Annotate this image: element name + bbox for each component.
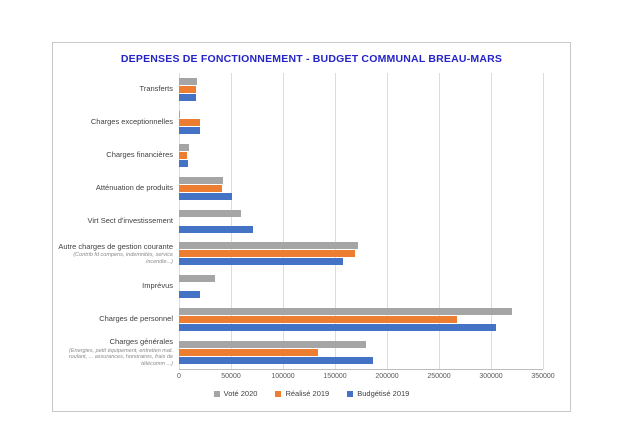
bar-budgetise-2019 (179, 291, 200, 299)
category-label: Charges générales (Energies, petit équipe… (53, 338, 179, 367)
legend-swatch-icon (347, 390, 354, 397)
chart-category-row: Charges exceptionnelles (53, 106, 543, 139)
category-bar-group (179, 308, 543, 332)
legend-swatch-icon (213, 390, 220, 397)
legend-label: Voté 2020 (223, 389, 258, 398)
category-label: Imprévus (53, 282, 179, 291)
chart-frame: DEPENSES DE FONCTIONNEMENT - BUDGET COMM… (52, 42, 571, 412)
bar-vote-2020 (179, 341, 367, 349)
bar-realise-2019 (179, 184, 222, 192)
chart-category-row: Transferts (53, 73, 543, 106)
bar-budgetise-2019 (179, 126, 200, 134)
category-bar-group (179, 275, 543, 299)
plot-area (179, 73, 544, 370)
category-label-text: Charges de personnel (99, 314, 173, 324)
x-tick-label: 100000 (271, 373, 295, 380)
bar-realise-2019 (179, 151, 188, 159)
x-axis: 0 50000 100000 150000 200000 250000 300000 3500… (177, 373, 555, 385)
bar-vote-2020 (179, 77, 198, 85)
gridline (491, 73, 492, 369)
bar-vote-2020 (179, 209, 242, 217)
category-label-text: Imprévus (142, 281, 173, 291)
bar-budgetise-2019 (179, 225, 253, 233)
bar-budgetise-2019 (179, 258, 344, 266)
category-bar-group (179, 77, 543, 101)
category-label-text: Charges générales (109, 337, 173, 347)
category-bar-group (179, 242, 543, 266)
x-tick-label: 150000 (323, 373, 347, 380)
category-label-text: Virt Sect d'investissement (87, 215, 174, 225)
bar-budgetise-2019 (179, 192, 233, 200)
category-sublabel-text: (Energies, petit équipement, entretien m… (68, 347, 173, 367)
gridline (179, 73, 180, 369)
bar-vote-2020 (179, 308, 512, 316)
legend-item-budgetise-2019: Budgétisé 2019 (347, 389, 409, 398)
legend-item-realise-2019: Réalisé 2019 (275, 389, 329, 398)
x-tick-label: 250000 (427, 373, 451, 380)
chart-category-row: Charges financières (53, 139, 543, 172)
x-tick-label: 50000 (221, 373, 241, 380)
legend-item-vote-2020: Voté 2020 (213, 389, 258, 398)
chart-category-row: Imprévus (53, 270, 543, 303)
bar-vote-2020 (179, 275, 216, 283)
chart-rows: Transferts Charges exceptionnelles Charges… (53, 73, 543, 369)
bar-realise-2019 (179, 85, 197, 93)
category-label: Atténuation de produits (53, 182, 179, 193)
x-tick-label: 300000 (479, 373, 503, 380)
bar-budgetise-2019 (179, 93, 197, 101)
bar-vote-2020 (179, 176, 223, 184)
chart-category-row: Autre charges de gestion courante (Contri… (53, 237, 543, 270)
gridline (335, 73, 336, 369)
category-bar-group (179, 176, 543, 200)
x-tick-label: 0 (177, 373, 181, 380)
bar-vote-2020 (179, 143, 189, 151)
category-sublabel-text: (Contrib fd compens, indemnités, service… (73, 252, 173, 265)
chart-category-row: Charges de personnel (53, 303, 543, 336)
chart-category-row: Charges générales (Energies, petit équipe… (53, 336, 543, 369)
category-label-text: Charges exceptionnelles (90, 117, 173, 127)
bar-realise-2019 (179, 250, 355, 258)
category-label: Autre charges de gestion courante (Contri… (53, 241, 179, 265)
bar-realise-2019 (179, 118, 200, 126)
category-label-text: Transferts (139, 84, 173, 94)
legend-swatch-icon (275, 390, 282, 397)
bar-realise-2019 (179, 316, 457, 324)
bar-budgetise-2019 (179, 159, 188, 167)
category-label: Charges de personnel (53, 315, 179, 324)
chart-legend: Voté 2020 Réalisé 2019 Budgétisé 2019 (53, 389, 570, 398)
bar-vote-2020 (179, 242, 358, 250)
category-bar-group (179, 143, 543, 167)
x-tick-label: 350000 (531, 373, 555, 380)
x-tick-label: 200000 (375, 373, 399, 380)
category-bar-group (179, 341, 543, 365)
gridline (387, 73, 388, 369)
legend-label: Réalisé 2019 (285, 389, 330, 398)
category-label: Charges financières (53, 149, 179, 160)
chart-category-row: Virt Sect d'investissement (53, 205, 543, 238)
bar-realise-2019 (179, 349, 319, 357)
gridline (543, 73, 544, 369)
category-bar-group (179, 110, 543, 134)
category-label-text: Autre charges de gestion courante (58, 241, 173, 251)
bar-budgetise-2019 (179, 324, 497, 332)
legend-label: Budgétisé 2019 (357, 389, 410, 398)
category-label-text: Atténuation de produits (95, 182, 173, 192)
category-label: Charges exceptionnelles (53, 117, 179, 127)
bar-vote-2020 (179, 110, 181, 118)
chart-title: DEPENSES DE FONCTIONNEMENT - BUDGET COMM… (120, 53, 503, 65)
chart-category-row: Atténuation de produits (53, 172, 543, 205)
category-label: Virt Sect d'investissement (53, 215, 179, 226)
gridline (283, 73, 284, 369)
gridline (439, 73, 440, 369)
bar-budgetise-2019 (179, 357, 374, 365)
gridline (231, 73, 232, 369)
category-label-text: Charges financières (106, 149, 173, 159)
category-label: Transferts (53, 84, 179, 94)
category-bar-group (179, 209, 543, 233)
